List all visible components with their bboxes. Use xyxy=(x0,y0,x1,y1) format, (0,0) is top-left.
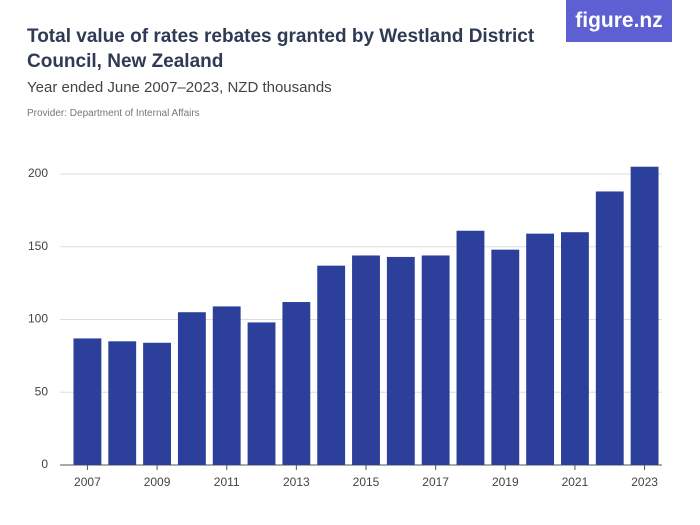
x-tick-label: 2011 xyxy=(214,475,240,489)
x-tick-label: 2007 xyxy=(74,475,101,489)
bar xyxy=(108,341,137,465)
bar xyxy=(526,233,555,465)
bar xyxy=(456,230,485,465)
bar xyxy=(317,265,346,465)
bar xyxy=(386,256,415,465)
x-tick-label: 2015 xyxy=(353,475,380,489)
x-tick-label: 2023 xyxy=(631,475,658,489)
bar xyxy=(282,302,311,465)
bar xyxy=(630,166,659,465)
bar xyxy=(595,191,624,465)
y-tick-label: 50 xyxy=(35,384,49,398)
bar xyxy=(73,338,102,465)
x-tick-label: 2021 xyxy=(562,475,589,489)
bar xyxy=(143,342,171,465)
x-tick-label: 2019 xyxy=(492,475,519,489)
x-tick-label: 2009 xyxy=(144,475,171,489)
bar xyxy=(491,249,520,465)
bar xyxy=(247,322,276,465)
bar xyxy=(421,255,450,465)
x-tick-label: 2017 xyxy=(422,475,449,489)
bar xyxy=(212,306,241,465)
bar xyxy=(352,255,380,465)
logo[interactable]: figure.nz xyxy=(566,0,672,42)
y-tick-label: 100 xyxy=(28,312,48,326)
source: Provider: Department of Internal Affairs xyxy=(27,108,200,119)
bar xyxy=(177,312,206,465)
y-tick-label: 150 xyxy=(28,239,48,253)
x-tick-label: 2013 xyxy=(283,475,310,489)
chart-title: Total value of rates rebates granted by … xyxy=(27,26,535,72)
chart-subtitle: Year ended June 2007–2023, NZD thousands xyxy=(27,79,332,96)
y-tick-label: 0 xyxy=(41,457,48,471)
bar xyxy=(561,232,589,465)
y-tick-label: 200 xyxy=(28,166,48,180)
